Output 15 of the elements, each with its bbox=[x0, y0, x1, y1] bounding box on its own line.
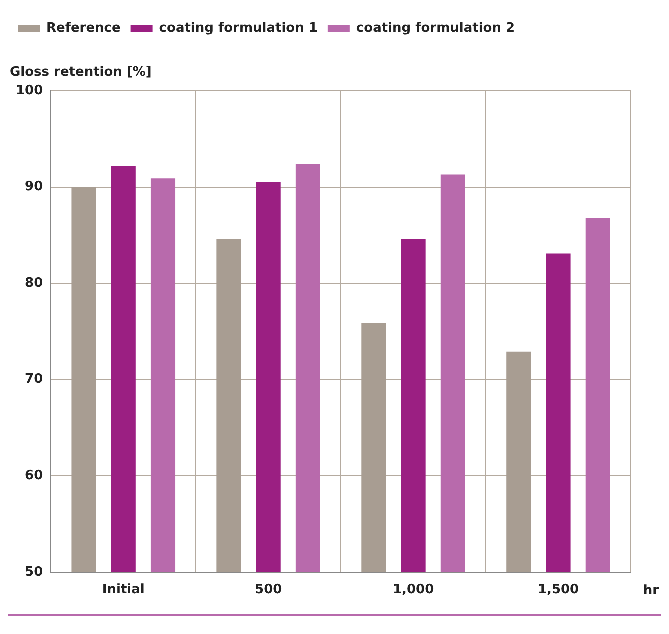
x-tick-label: 1,000 bbox=[392, 582, 434, 598]
legend-label: coating formulation 1 bbox=[159, 20, 318, 36]
x-tick-label: Initial bbox=[102, 582, 145, 598]
y-tick-label: 90 bbox=[25, 180, 44, 195]
x-tick-label: 500 bbox=[255, 582, 282, 598]
y-tick-label: 100 bbox=[16, 83, 44, 98]
x-tick-label: 1,500 bbox=[538, 582, 580, 598]
x-axis-title: hr bbox=[643, 583, 660, 598]
legend-label: coating formulation 2 bbox=[356, 20, 516, 36]
y-tick-label: 50 bbox=[25, 564, 44, 580]
y-tick-label: 70 bbox=[25, 372, 44, 388]
y-tick-label: 60 bbox=[25, 468, 44, 484]
y-axis-title: Gloss retention [%] bbox=[10, 64, 152, 80]
y-tick-label: 80 bbox=[25, 276, 44, 291]
legend-label: Reference bbox=[46, 20, 121, 36]
